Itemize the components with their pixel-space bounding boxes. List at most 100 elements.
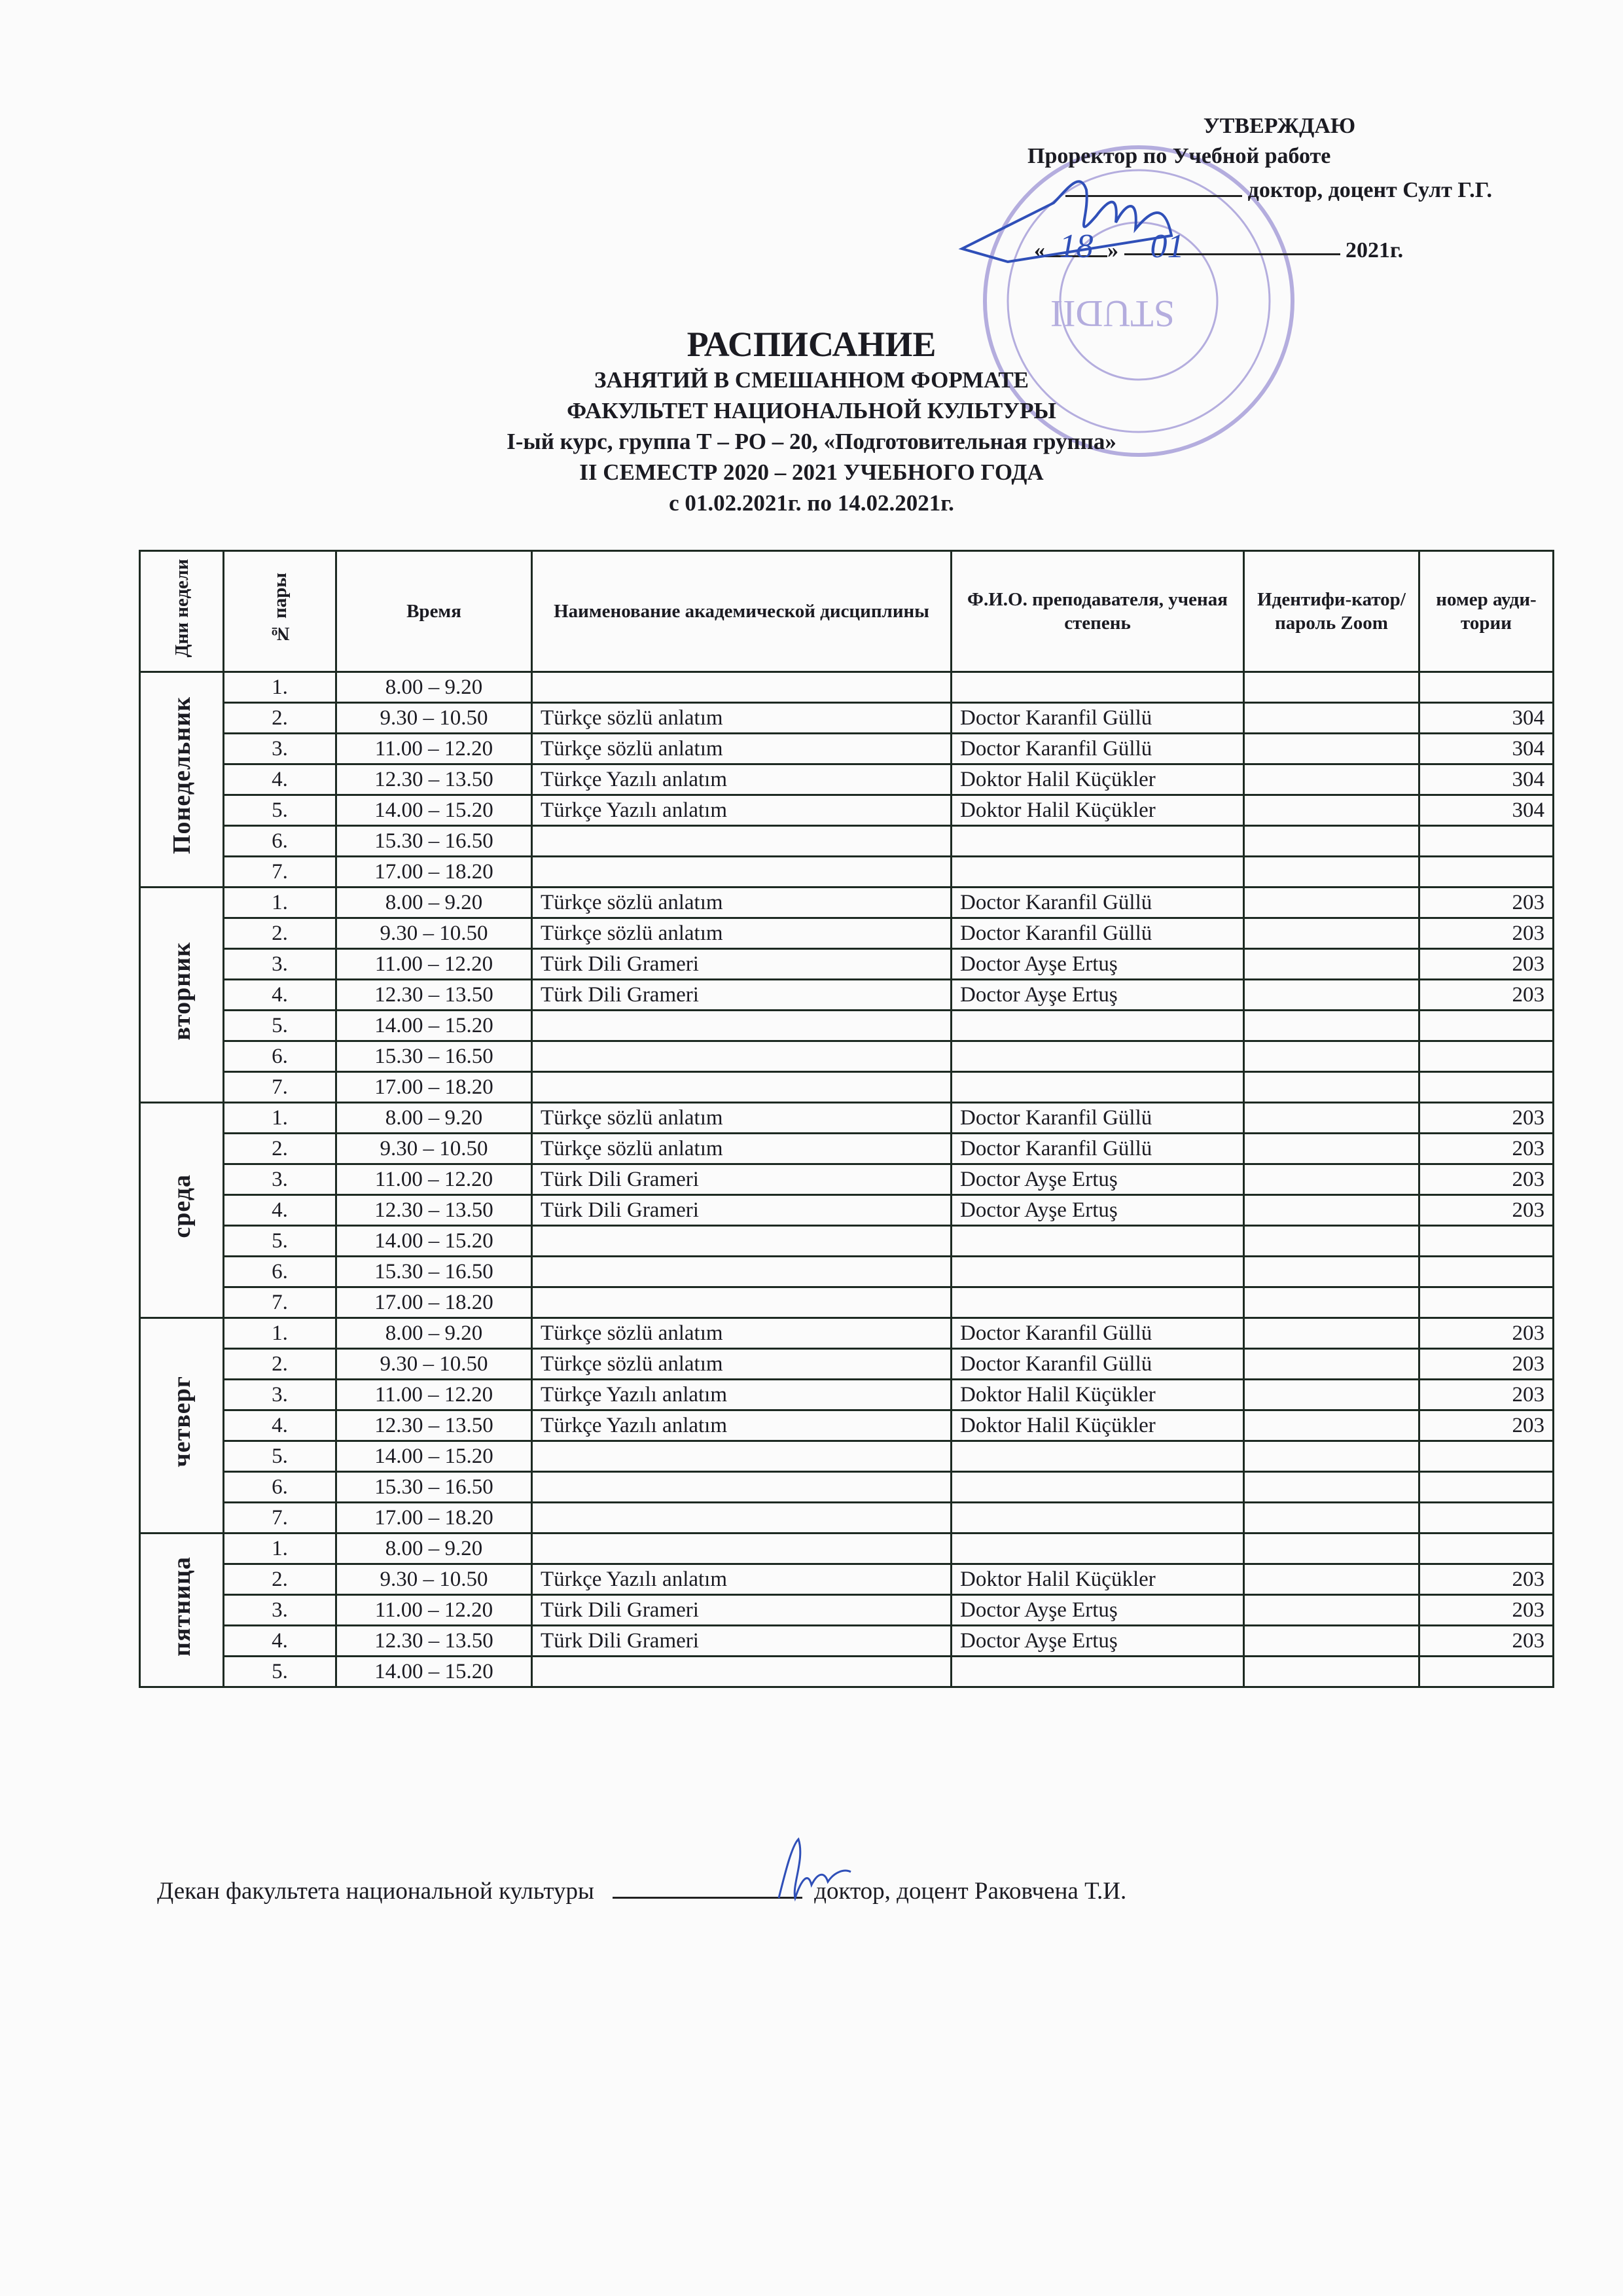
teacher-cell: Doktor Halil Küçükler bbox=[950, 1378, 1245, 1411]
num-cell: 7. bbox=[223, 1071, 337, 1103]
room-cell bbox=[1418, 1255, 1554, 1288]
approval-date-year: 2021г. bbox=[1346, 238, 1404, 262]
table-row: 6. 15.30 – 16.50 bbox=[140, 825, 1554, 857]
teacher-cell: Doctor Ayşe Ertuş bbox=[950, 1624, 1245, 1657]
teacher-cell bbox=[950, 1286, 1245, 1319]
num-cell: 1. bbox=[223, 671, 337, 704]
num-cell: 4. bbox=[223, 1624, 337, 1657]
teacher-cell: Doctor Karanfil Güllü bbox=[950, 1102, 1245, 1134]
num-cell: 5. bbox=[223, 794, 337, 827]
room-cell: 203 bbox=[1418, 1194, 1554, 1227]
table-row: 2. 9.30 – 10.50 Türkçe Yazılı anlatım Dokto… bbox=[140, 1563, 1554, 1596]
teacher-cell: Doctor Ayşe Ertuş bbox=[950, 1163, 1245, 1196]
table-row: 5. 14.00 – 15.20 bbox=[140, 1009, 1554, 1042]
discipline-cell: Türk Dili Grameri bbox=[531, 1163, 952, 1196]
header-discipline: Наименование академической дисциплины bbox=[531, 550, 952, 673]
header-room: номер ауди-тории bbox=[1418, 550, 1554, 673]
room-cell bbox=[1418, 1501, 1554, 1534]
table-row: 3. 11.00 – 12.20 Türk Dili Grameri Doctor A… bbox=[140, 948, 1554, 980]
time-cell: 17.00 – 18.20 bbox=[335, 855, 533, 888]
time-cell: 14.00 – 15.20 bbox=[335, 1655, 533, 1688]
num-cell: 2. bbox=[223, 1348, 337, 1380]
discipline-cell bbox=[531, 1655, 952, 1688]
time-cell: 14.00 – 15.20 bbox=[335, 1440, 533, 1473]
time-cell: 12.30 – 13.50 bbox=[335, 1409, 533, 1442]
discipline-cell bbox=[531, 1009, 952, 1042]
discipline-cell bbox=[531, 1071, 952, 1103]
teacher-cell: Doctor Karanfil Güllü bbox=[950, 1317, 1245, 1350]
discipline-cell: Türk Dili Grameri bbox=[531, 1194, 952, 1227]
num-cell: 7. bbox=[223, 1501, 337, 1534]
discipline-cell: Türkçe sözlü anlatım bbox=[531, 732, 952, 765]
teacher-cell bbox=[950, 1532, 1245, 1565]
room-cell: 203 bbox=[1418, 1409, 1554, 1442]
header-num-label: № пары bbox=[269, 572, 291, 645]
header-time: Время bbox=[335, 550, 533, 673]
num-cell: 5. bbox=[223, 1009, 337, 1042]
time-cell: 8.00 – 9.20 bbox=[335, 671, 533, 704]
prorector-signature bbox=[958, 180, 1173, 264]
num-cell: 1. bbox=[223, 1317, 337, 1350]
time-cell: 9.30 – 10.50 bbox=[335, 1563, 533, 1596]
table-row: 3. 11.00 – 12.20 Türk Dili Grameri Doctor A… bbox=[140, 1594, 1554, 1626]
teacher-cell bbox=[950, 1009, 1245, 1042]
time-cell: 12.30 – 13.50 bbox=[335, 763, 533, 796]
room-cell: 203 bbox=[1418, 1102, 1554, 1134]
room-cell: 203 bbox=[1418, 917, 1554, 950]
day-cell: среда bbox=[139, 1102, 224, 1319]
teacher-cell: Doktor Halil Küçükler bbox=[950, 1563, 1245, 1596]
table-row: пятница 1. 8.00 – 9.20 bbox=[139, 1532, 1554, 1688]
table-row: 4. 12.30 – 13.50 Türkçe Yazılı anlatım Dokt… bbox=[140, 1409, 1554, 1442]
table-row: 3. 11.00 – 12.20 Türk Dili Grameri Doctor A… bbox=[140, 1163, 1554, 1196]
num-cell: 6. bbox=[223, 1040, 337, 1073]
teacher-cell bbox=[950, 1040, 1245, 1073]
dean-name: доктор, доцент Раковчена Т.И. bbox=[814, 1878, 1127, 1905]
num-cell: 2. bbox=[223, 1563, 337, 1596]
table-row: 4. 12.30 – 13.50 Türk Dili Grameri Doctor A… bbox=[140, 978, 1554, 1011]
room-cell: 304 bbox=[1418, 702, 1554, 734]
num-cell: 2. bbox=[223, 702, 337, 734]
zoom-cell bbox=[1243, 1071, 1420, 1103]
discipline-cell: Türkçe sözlü anlatım bbox=[531, 702, 952, 734]
teacher-cell bbox=[950, 1501, 1245, 1534]
day-cell: четверг bbox=[139, 1317, 224, 1534]
room-cell: 203 bbox=[1418, 1378, 1554, 1411]
room-cell: 203 bbox=[1418, 1594, 1554, 1626]
discipline-cell bbox=[531, 1225, 952, 1257]
dean-signature-underline bbox=[612, 1877, 802, 1899]
num-cell: 4. bbox=[223, 763, 337, 796]
zoom-cell bbox=[1243, 1132, 1420, 1165]
teacher-cell: Doctor Karanfil Güllü bbox=[950, 1348, 1245, 1380]
discipline-cell bbox=[531, 1286, 952, 1319]
title-line4: II СЕМЕСТР 2020 – 2021 УЧЕБНОГО ГОДА bbox=[579, 459, 1044, 485]
teacher-cell bbox=[950, 1471, 1245, 1503]
room-cell: 203 bbox=[1418, 1624, 1554, 1657]
table-row: 5. 14.00 – 15.20 bbox=[140, 1655, 1554, 1688]
teacher-cell bbox=[950, 855, 1245, 888]
teacher-cell: Doctor Karanfil Güllü bbox=[950, 702, 1245, 734]
zoom-cell bbox=[1243, 1563, 1420, 1596]
table-row: 2. 9.30 – 10.50 Türkçe sözlü anlatım Doctor… bbox=[140, 1348, 1554, 1380]
zoom-cell bbox=[1243, 1532, 1420, 1565]
title-line3: I-ый курс, группа Т – РО – 20, «Подготов… bbox=[507, 429, 1116, 454]
time-cell: 8.00 – 9.20 bbox=[335, 1532, 533, 1565]
room-cell: 203 bbox=[1418, 1317, 1554, 1350]
table-row: 4. 12.30 – 13.50 Türk Dili Grameri Doctor A… bbox=[140, 1194, 1554, 1227]
zoom-cell bbox=[1243, 763, 1420, 796]
discipline-cell: Türkçe Yazılı anlatım bbox=[531, 1563, 952, 1596]
teacher-cell bbox=[950, 825, 1245, 857]
schedule-table: Дни недели № пары Время Наименование ака… bbox=[139, 550, 1554, 1688]
teacher-cell bbox=[950, 671, 1245, 704]
header-num: № пары bbox=[223, 550, 337, 673]
teacher-cell: Doctor Ayşe Ertuş bbox=[950, 1194, 1245, 1227]
num-cell: 2. bbox=[223, 917, 337, 950]
num-cell: 3. bbox=[223, 1163, 337, 1196]
time-cell: 12.30 – 13.50 bbox=[335, 978, 533, 1011]
title-line5: с 01.02.2021г. по 14.02.2021г. bbox=[669, 490, 954, 516]
table-row: 6. 15.30 – 16.50 bbox=[140, 1471, 1554, 1503]
day-name: четверг bbox=[168, 1376, 196, 1467]
num-cell: 4. bbox=[223, 1194, 337, 1227]
signature-line bbox=[1065, 171, 1243, 197]
discipline-cell bbox=[531, 1501, 952, 1534]
day-name: среда bbox=[168, 1174, 196, 1238]
